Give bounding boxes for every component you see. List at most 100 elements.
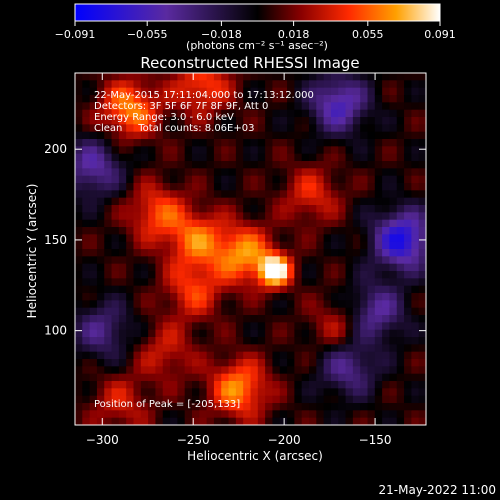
heatmap-cell	[126, 190, 135, 199]
heatmap-cell	[162, 168, 171, 177]
heatmap-cell	[75, 395, 83, 404]
heatmap-cell	[199, 124, 208, 133]
heatmap-cell	[301, 271, 310, 279]
heatmap-cell	[140, 109, 149, 118]
heatmap-cell	[162, 153, 171, 162]
heatmap-cell	[140, 263, 149, 272]
heatmap-cell	[287, 183, 295, 191]
heatmap-cell	[389, 263, 398, 272]
heatmap-cell	[345, 366, 354, 375]
heatmap-cell	[213, 241, 222, 250]
heatmap-cell	[206, 410, 215, 419]
heatmap-cell	[316, 300, 325, 309]
heatmap-cell	[82, 381, 91, 389]
heatmap-cell	[243, 117, 252, 125]
heatmap-cell	[221, 388, 230, 397]
heatmap-cell	[162, 359, 171, 367]
heatmap-cell	[228, 73, 237, 81]
heatmap-cell	[82, 322, 91, 331]
heatmap-cell	[192, 322, 200, 331]
heatmap-cell	[418, 212, 426, 221]
heatmap-cell	[235, 87, 244, 96]
heatmap-cell	[396, 285, 405, 294]
heatmap-cell	[323, 410, 332, 419]
heatmap-cell	[265, 300, 274, 309]
heatmap-cell	[418, 234, 426, 243]
heatmap-cell	[323, 337, 332, 345]
heatmap-cell	[396, 300, 405, 309]
heatmap-cell	[257, 109, 266, 118]
heatmap-cell	[411, 197, 420, 206]
heatmap-cell	[309, 351, 317, 360]
heatmap-cell	[184, 293, 193, 301]
heatmap-cell	[294, 271, 303, 279]
heatmap-cell	[257, 190, 266, 199]
heatmap-cell	[199, 271, 208, 279]
heatmap-cell	[170, 117, 178, 125]
heatmap-cell	[352, 388, 361, 397]
heatmap-cell	[96, 344, 105, 353]
heatmap-cell	[162, 146, 171, 155]
heatmap-cell	[287, 205, 295, 213]
heatmap-cell	[133, 183, 142, 191]
heatmap-cell	[294, 307, 303, 316]
heatmap-cell	[338, 109, 347, 118]
heatmap-cell	[323, 175, 332, 184]
heatmap-cell	[133, 315, 142, 323]
heatmap-cell	[148, 293, 157, 301]
heatmap-cell	[96, 300, 105, 309]
heatmap-cell	[323, 227, 332, 235]
heatmap-cell	[257, 322, 266, 331]
heatmap-cell	[404, 388, 412, 397]
heatmap-cell	[330, 124, 339, 133]
heatmap-cell	[170, 395, 178, 404]
heatmap-cell	[418, 293, 426, 301]
heatmap-cell	[374, 256, 383, 265]
heatmap-cell	[257, 73, 266, 81]
heatmap-cell	[118, 256, 127, 265]
heatmap-cell	[118, 307, 127, 316]
heatmap-cell	[170, 139, 178, 147]
heatmap-cell	[89, 95, 98, 103]
heatmap-cell	[177, 285, 186, 294]
heatmap-cell	[374, 168, 383, 177]
heatmap-cell	[184, 95, 193, 103]
heatmap-cell	[404, 329, 412, 338]
heatmap-cell	[382, 87, 391, 96]
heatmap-cell	[257, 395, 266, 404]
heatmap-cell	[126, 344, 135, 353]
heatmap-cell	[265, 241, 274, 250]
heatmap-cell	[360, 329, 369, 338]
heatmap-cell	[338, 337, 347, 345]
heatmap-cell	[345, 285, 354, 294]
heatmap-cell	[155, 359, 164, 367]
heatmap-cell	[192, 212, 200, 221]
heatmap-cell	[228, 307, 237, 316]
heatmap-cell	[199, 190, 208, 199]
heatmap-cell	[389, 183, 398, 191]
heatmap-cell	[118, 322, 127, 331]
heatmap-cell	[206, 241, 215, 250]
heatmap-cell	[250, 337, 259, 345]
heatmap-cell	[338, 212, 347, 221]
heatmap-cell	[228, 241, 237, 250]
heatmap-cell	[396, 139, 405, 147]
heatmap-cell	[316, 80, 325, 89]
heatmap-cell	[411, 80, 420, 89]
heatmap-cell	[396, 307, 405, 316]
heatmap-cell	[199, 131, 208, 140]
heatmap-cell	[148, 271, 157, 279]
heatmap-cell	[75, 373, 83, 382]
heatmap-cell	[338, 80, 347, 89]
heatmap-cell	[235, 337, 244, 345]
heatmap-cell	[294, 359, 303, 367]
heatmap-cell	[177, 124, 186, 133]
heatmap-cell	[140, 249, 149, 257]
heatmap-cell	[170, 241, 178, 250]
heatmap-cell	[323, 256, 332, 265]
heatmap-cell	[228, 249, 237, 257]
heatmap-cell	[140, 227, 149, 235]
heatmap-cell	[279, 241, 288, 250]
heatmap-cell	[279, 344, 288, 353]
heatmap-cell	[374, 417, 383, 425]
